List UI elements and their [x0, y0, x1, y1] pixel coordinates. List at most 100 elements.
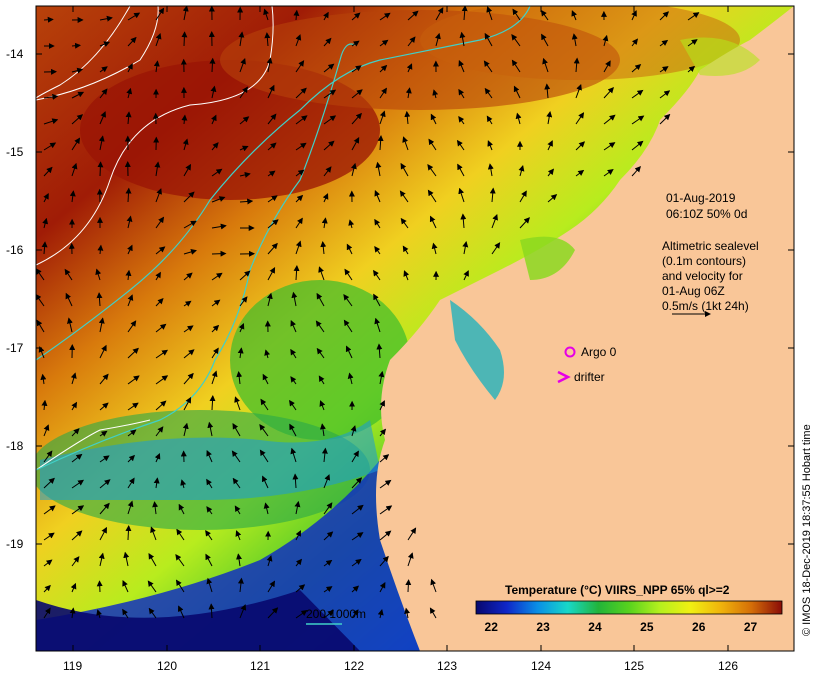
velocity-arrow-icon: [183, 272, 193, 281]
velocity-arrow-icon: [321, 447, 328, 463]
lat-tick-label: -15: [6, 145, 24, 159]
velocity-arrow-icon: [182, 6, 189, 21]
velocity-arrow-icon: [483, 60, 493, 73]
velocity-arrow-icon: [407, 36, 416, 47]
velocity-arrow-icon: [263, 8, 269, 21]
velocity-arrow-icon: [295, 584, 306, 593]
velocity-arrow-icon: [378, 370, 385, 385]
velocity-arrow-icon: [97, 161, 104, 177]
velocity-arrow-icon: [316, 347, 325, 359]
velocity-arrow-icon: [291, 291, 298, 307]
velocity-arrow-icon: [125, 187, 132, 203]
image-date: 01-Aug-2019: [666, 191, 736, 205]
velocity-arrow-icon: [458, 187, 465, 203]
velocity-arrow-icon: [373, 293, 381, 307]
velocity-arrow-icon: [155, 297, 164, 307]
velocity-arrow-icon: [319, 400, 326, 411]
velocity-arrow-icon: [319, 423, 326, 437]
velocity-arrow-icon: [295, 34, 302, 47]
velocity-arrow-icon: [575, 141, 586, 151]
velocity-arrow-icon: [238, 31, 245, 47]
velocity-arrow-icon: [458, 115, 465, 125]
velocity-arrow-icon: [43, 142, 57, 151]
velocity-arrow-icon: [323, 586, 333, 593]
velocity-arrow-icon: [70, 582, 77, 593]
velocity-arrow-icon: [400, 162, 409, 177]
drifter-label: drifter: [574, 370, 605, 384]
lon-tick-label: 124: [531, 659, 551, 673]
velocity-arrow-icon: [486, 6, 493, 21]
velocity-arrow-icon: [294, 500, 301, 515]
velocity-arrow-icon: [155, 246, 166, 255]
velocity-arrow-icon: [96, 609, 102, 619]
velocity-arrow-icon: [463, 270, 469, 281]
velocity-arrow-icon: [127, 477, 135, 489]
velocity-arrow-icon: [127, 12, 141, 21]
velocity-arrow-icon: [206, 478, 213, 489]
velocity-arrow-icon: [345, 345, 353, 359]
argo-circle-icon: [564, 346, 576, 358]
velocity-arrow-icon: [351, 137, 360, 151]
velocity-arrow-icon: [351, 477, 363, 489]
velocity-arrow-icon: [295, 194, 304, 203]
velocity-arrow-icon: [430, 113, 437, 125]
lat-tick-label: -19: [6, 537, 24, 551]
sealevel-contours: [36, 6, 274, 471]
velocity-arrow-icon: [461, 6, 468, 21]
velocity-arrow-icon: [518, 165, 525, 177]
velocity-arrow-icon: [323, 140, 335, 151]
velocity-arrow-icon: [267, 84, 275, 99]
lon-tick-label: 125: [624, 659, 644, 673]
velocity-arrow-icon: [261, 475, 269, 489]
velocity-arrow-icon: [206, 577, 213, 593]
velocity-arrow-icon: [239, 171, 251, 178]
velocity-arrow-icon: [64, 268, 73, 281]
velocity-arrow-icon: [127, 347, 139, 359]
velocity-arrow-icon: [405, 579, 412, 593]
velocity-arrow-icon: [42, 217, 49, 229]
altimetry-line-4: 01-Aug 06Z: [662, 284, 725, 298]
velocity-arrow-icon: [379, 582, 386, 593]
velocity-arrow-icon: [239, 270, 251, 281]
velocity-arrow-icon: [542, 57, 549, 73]
argo-label: Argo 0: [581, 345, 617, 359]
lon-tick-label: 120: [157, 659, 177, 673]
velocity-arrow-icon: [511, 59, 521, 73]
velocity-arrow-icon: [343, 319, 353, 333]
velocity-arrow-icon: [127, 429, 137, 437]
velocity-arrow-icon: [182, 138, 189, 151]
velocity-arrow-icon: [71, 401, 78, 411]
velocity-arrow-icon: [289, 399, 297, 411]
velocity-arrow-icon: [96, 580, 103, 593]
velocity-arrow-icon: [127, 244, 133, 255]
velocity-arrow-icon: [99, 402, 109, 411]
velocity-arrow-icon: [351, 609, 359, 619]
velocity-arrow-icon: [206, 449, 213, 463]
velocity-arrow-icon: [399, 190, 409, 203]
velocity-arrow-icon: [603, 169, 614, 177]
velocity-arrow-icon: [71, 91, 85, 99]
velocity-arrow-icon: [379, 110, 386, 125]
velocity-arrow-icon: [429, 215, 437, 229]
velocity-arrow-icon: [374, 317, 381, 333]
credit-text: © IMOS 18-Dec-2019 18:37:55 Hobart time: [801, 424, 813, 636]
velocity-arrow-icon: [178, 503, 185, 515]
velocity-arrow-icon: [155, 426, 164, 437]
velocity-arrow-icon: [267, 607, 279, 619]
velocity-arrow-icon: [147, 580, 157, 593]
velocity-arrow-icon: [376, 343, 383, 359]
velocity-arrow-icon: [267, 267, 276, 281]
velocity-arrow-icon: [405, 87, 412, 99]
velocity-arrow-icon: [631, 38, 639, 47]
velocity-arrow-icon: [344, 268, 353, 281]
velocity-arrow-icon: [211, 223, 227, 230]
velocity-arrow-icon: [374, 245, 381, 255]
colorbar-tick-label: 26: [692, 620, 706, 634]
velocity-arrow-icon: [123, 551, 130, 567]
velocity-arrow-icon: [236, 371, 243, 385]
velocity-arrow-icon: [43, 477, 55, 489]
velocity-arrow-icon: [43, 559, 53, 567]
velocity-arrow-icon: [99, 88, 108, 99]
velocity-arrow-icon: [211, 142, 219, 151]
altimetry-legend: Altimetric sealevel (0.1m contours) and …: [662, 239, 759, 317]
